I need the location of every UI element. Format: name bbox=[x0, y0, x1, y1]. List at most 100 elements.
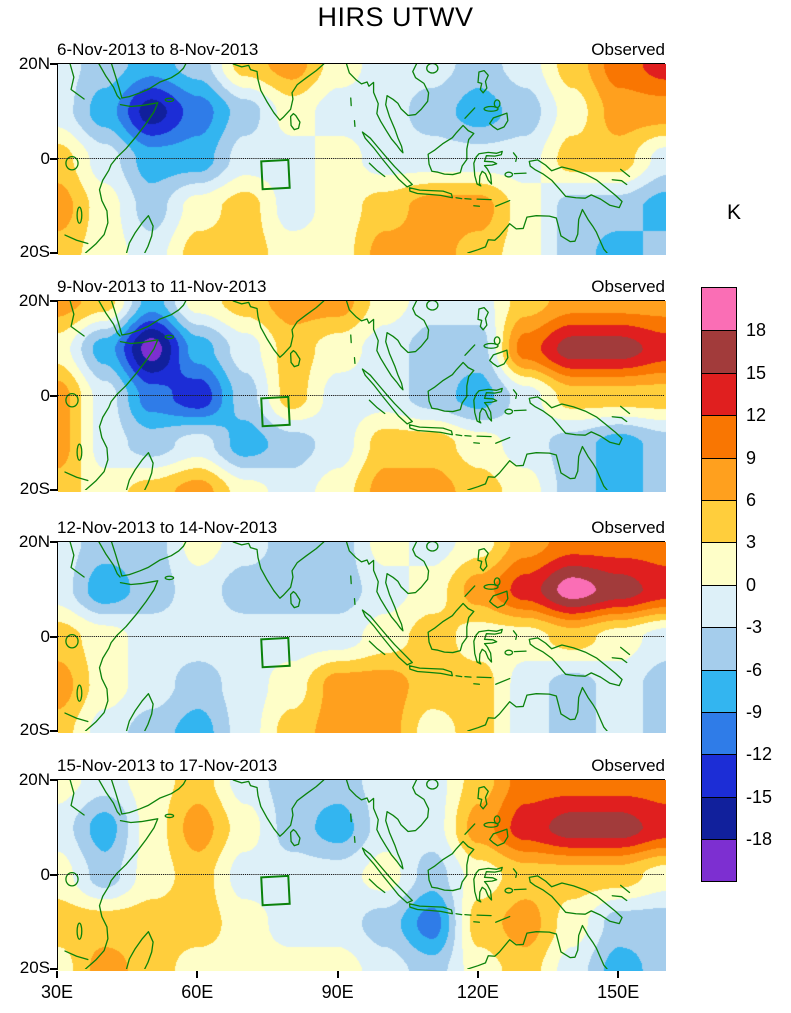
colorbar-tick-label: -18 bbox=[746, 829, 773, 850]
colorbar-tick-label: 0 bbox=[746, 574, 757, 595]
y-tick-mark bbox=[50, 252, 58, 254]
colorbar-tick-label: 12 bbox=[746, 405, 767, 426]
map-panel-4: 20N 0 20S bbox=[19, 770, 666, 977]
y-tick-label: 0 bbox=[40, 385, 50, 405]
colorbar-block bbox=[702, 499, 736, 543]
x-tick-mark bbox=[617, 971, 620, 978]
study-region-box bbox=[261, 160, 289, 189]
colorbar-block bbox=[702, 457, 736, 500]
x-tick-mark bbox=[336, 971, 339, 978]
coastlines bbox=[65, 301, 630, 490]
y-tick-mark bbox=[50, 489, 58, 491]
panel-4-header: 15-Nov-2013 to 17-Nov-2013 Observed bbox=[57, 756, 665, 776]
x-tick-label: 30E bbox=[40, 982, 74, 1002]
colorbar-tick-label: -12 bbox=[746, 744, 773, 765]
figure-title: HIRS UTWV bbox=[317, 2, 474, 32]
map-panel-2: 20N 0 20S bbox=[19, 291, 666, 498]
x-tick-label: 120E bbox=[456, 982, 499, 1002]
map-panel-1: 20N 0 20S bbox=[19, 54, 666, 261]
colorbar-block bbox=[702, 669, 736, 712]
panel-source-label: Observed bbox=[591, 277, 665, 296]
colorbar-block bbox=[702, 288, 736, 331]
y-tick-mark bbox=[50, 63, 58, 65]
y-tick-label: 20S bbox=[19, 720, 50, 739]
study-region-box bbox=[261, 638, 289, 667]
y-tick-mark bbox=[50, 541, 58, 543]
colorbar-block bbox=[702, 627, 736, 670]
panel-date-range: 9-Nov-2013 to 11-Nov-2013 bbox=[57, 277, 267, 296]
coastlines bbox=[65, 542, 630, 731]
colorbar-tick-label: 15 bbox=[746, 362, 767, 383]
panel-date-range: 6-Nov-2013 to 8-Nov-2013 bbox=[57, 40, 259, 59]
x-tick-label: 90E bbox=[321, 982, 354, 1002]
panel-date-range: 15-Nov-2013 to 17-Nov-2013 bbox=[57, 756, 278, 775]
colorbar-block bbox=[702, 372, 736, 416]
y-tick-mark bbox=[50, 394, 58, 397]
study-region-box bbox=[261, 876, 289, 905]
x-tick-mark bbox=[56, 971, 58, 978]
x-tick-mark bbox=[476, 971, 479, 978]
map-panel-3: 20N 0 20S bbox=[19, 532, 666, 739]
y-tick-mark bbox=[50, 635, 58, 638]
y-tick-label: 0 bbox=[40, 864, 50, 884]
y-tick-mark bbox=[50, 873, 58, 876]
colorbar-block bbox=[702, 711, 736, 755]
colorbar-tick-label: -3 bbox=[746, 617, 763, 638]
heatmap-canvas-1 bbox=[58, 64, 666, 255]
panel-2-header: 9-Nov-2013 to 11-Nov-2013 Observed bbox=[57, 277, 665, 297]
y-tick-label: 20N bbox=[18, 54, 50, 73]
coastlines bbox=[65, 780, 630, 969]
colorbar-block bbox=[702, 330, 736, 373]
colorbar-tick-label: -9 bbox=[746, 702, 763, 722]
y-tick-mark bbox=[50, 157, 58, 160]
colorbar-block bbox=[702, 839, 736, 882]
heatmap-canvas-4 bbox=[58, 780, 666, 971]
colorbar-tick-label: 18 bbox=[746, 320, 767, 341]
y-tick-label: 20S bbox=[19, 242, 50, 261]
y-tick-label: 20S bbox=[19, 479, 50, 498]
y-tick-label: 0 bbox=[40, 148, 50, 168]
y-tick-label: 0 bbox=[40, 626, 50, 646]
y-tick-mark bbox=[50, 730, 58, 732]
colorbar-block bbox=[702, 754, 736, 797]
colorbar-unit-label: K bbox=[727, 201, 742, 224]
map-overlay-1 bbox=[58, 64, 664, 253]
map-overlay-2 bbox=[58, 301, 664, 490]
y-tick-mark bbox=[50, 300, 58, 302]
y-tick-mark bbox=[50, 968, 58, 970]
colorbar-block bbox=[702, 796, 736, 840]
x-tick-label: 150E bbox=[597, 982, 640, 1002]
map-overlay-4 bbox=[58, 780, 664, 969]
colorbar-block bbox=[702, 415, 736, 458]
panel-3-header: 12-Nov-2013 to 14-Nov-2013 Observed bbox=[57, 518, 665, 538]
colorbar-block bbox=[702, 584, 736, 628]
y-tick-label: 20N bbox=[18, 770, 50, 789]
colorbar-block bbox=[702, 542, 736, 585]
y-tick-label: 20N bbox=[18, 532, 50, 551]
y-tick-mark bbox=[50, 779, 58, 781]
y-tick-label: 20N bbox=[18, 291, 50, 310]
colorbar-tick-label: 6 bbox=[746, 490, 757, 510]
colorbar bbox=[701, 287, 737, 883]
panel-date-range: 12-Nov-2013 to 14-Nov-2013 bbox=[57, 518, 278, 537]
colorbar-tick-label: -6 bbox=[746, 659, 763, 680]
colorbar-tick-label: 9 bbox=[746, 447, 757, 468]
map-overlay-3 bbox=[58, 542, 664, 731]
panel-1-header: 6-Nov-2013 to 8-Nov-2013 Observed bbox=[57, 40, 665, 60]
colorbar-labels: 18 15 12 9 6 3 0 -3 -6 -9 -12 -15 -18 bbox=[746, 287, 791, 897]
colorbar-tick-label: 3 bbox=[746, 532, 757, 553]
y-tick-label: 20S bbox=[19, 958, 50, 977]
x-tick-label: 60E bbox=[181, 982, 214, 1002]
panel-source-label: Observed bbox=[591, 518, 665, 537]
colorbar-tick-label: -15 bbox=[746, 786, 773, 807]
heatmap-canvas-2 bbox=[58, 301, 666, 492]
coastlines bbox=[65, 64, 630, 253]
panel-source-label: Observed bbox=[591, 756, 665, 775]
panel-source-label: Observed bbox=[591, 40, 665, 59]
study-region-box bbox=[261, 397, 289, 426]
colorbar-blocks bbox=[701, 287, 737, 883]
heatmap-canvas-3 bbox=[58, 542, 666, 733]
x-axis: 30E 60E 90E 120E 150E bbox=[41, 971, 665, 1011]
x-tick-mark bbox=[196, 971, 199, 978]
